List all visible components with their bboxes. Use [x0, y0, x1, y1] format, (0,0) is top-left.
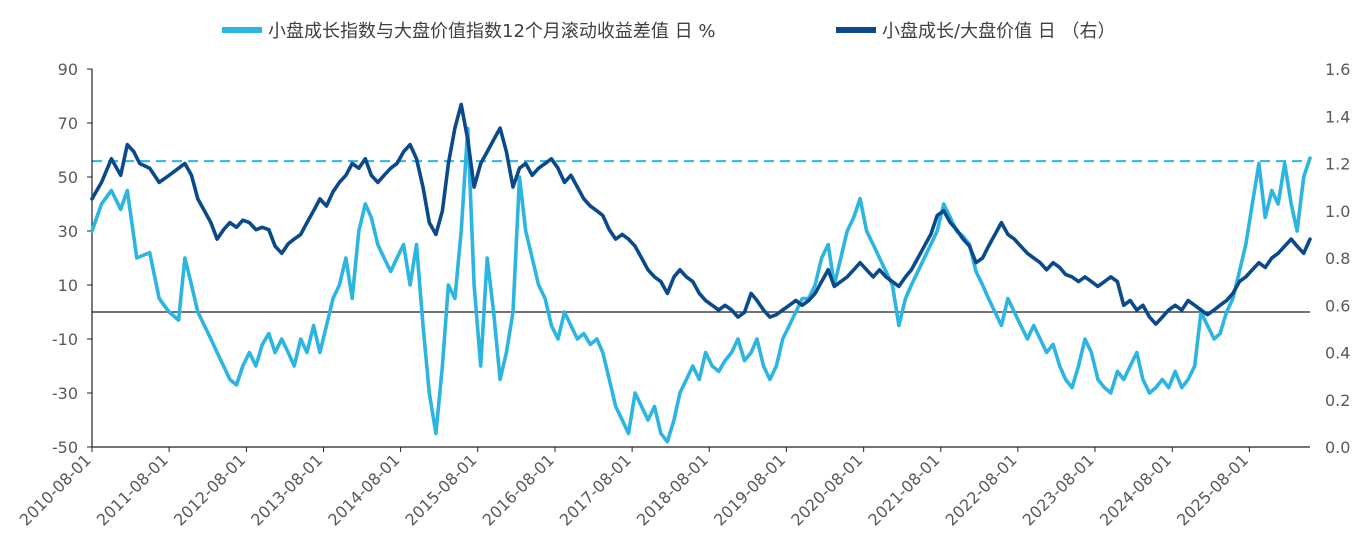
y-right-tick-label: 0.2	[1325, 391, 1350, 410]
x-tick-label: 2020-08-01	[787, 450, 866, 529]
y-right-tick-label: 0.0	[1325, 438, 1350, 457]
x-tick-label: 2010-08-01	[16, 450, 95, 529]
y-right-tick-label: 0.6	[1325, 296, 1350, 315]
x-tick-label: 2022-08-01	[942, 450, 1021, 529]
y-left-tick-label: 50	[58, 168, 78, 187]
legend: 小盘成长指数与大盘价值指数12个月滚动收益差值 日 % 小盘成长/大盘价值 日 …	[222, 21, 1116, 42]
y-left-tick-label: 90	[58, 60, 78, 79]
axes: 90 70 50 30 10 -10 -30 -50 1.6 1.4 1.2 1.0 0.8 0.6 0.4…	[16, 60, 1351, 530]
y-right-tick-label: 0.8	[1325, 249, 1350, 268]
x-tick-label: 2014-08-01	[324, 450, 403, 529]
x-tick-label: 2015-08-01	[401, 450, 480, 529]
y-right-tick-label: 1.0	[1325, 202, 1350, 221]
x-tick-label: 2024-08-01	[1096, 450, 1175, 529]
y-left-tick-label: 10	[58, 276, 78, 295]
y-right-tick-label: 1.4	[1325, 107, 1350, 126]
x-tick-label: 2023-08-01	[1019, 450, 1098, 529]
series-lines	[90, 102, 1312, 444]
legend-label-ratio: 小盘成长/大盘价值 日 （右）	[882, 21, 1116, 42]
x-tick-label: 2012-08-01	[170, 450, 249, 529]
y-left-tick-label: -50	[52, 438, 78, 457]
series-line-spread	[90, 126, 1312, 444]
x-tick-label: 2019-08-01	[710, 450, 789, 529]
x-tick-label: 2018-08-01	[633, 450, 712, 529]
y-left-tick-label: -30	[52, 384, 78, 403]
y-right-tick-label: 1.2	[1325, 155, 1350, 174]
reference-lines	[92, 160, 1310, 313]
y-right-tick-label: 0.4	[1325, 344, 1350, 363]
legend-label-spread: 小盘成长指数与大盘价值指数12个月滚动收益差值 日 %	[268, 21, 715, 42]
x-tick-label: 2025-08-01	[1173, 450, 1252, 529]
x-tick-label: 2017-08-01	[556, 450, 635, 529]
x-tick-label: 2011-08-01	[93, 450, 172, 529]
y-left-tick-label: 30	[58, 222, 78, 241]
y-left-tick-label: 70	[58, 114, 78, 133]
x-tick-label: 2021-08-01	[864, 450, 943, 529]
y-right-tick-label: 1.6	[1325, 60, 1350, 79]
x-tick-label: 2016-08-01	[479, 450, 558, 529]
y-left-tick-label: -10	[52, 330, 78, 349]
x-tick-label: 2013-08-01	[247, 450, 326, 529]
series-line-ratio	[90, 102, 1312, 326]
